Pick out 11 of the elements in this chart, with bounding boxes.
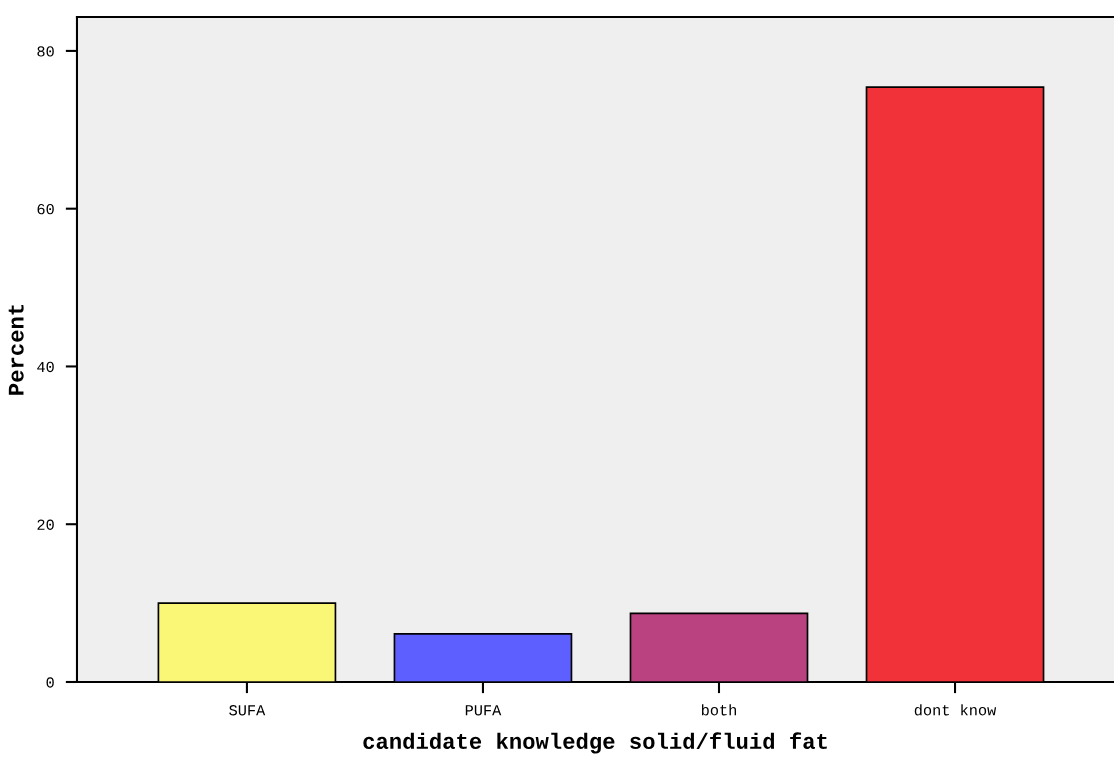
y-tick-label: 60 [37,204,54,215]
y-tick-label: 40 [37,361,54,373]
y-axis-title: Percent [8,304,24,395]
x-axis-title: candidate knowledge solid/fluid fat [363,732,827,754]
y-tick-label: 20 [37,519,54,530]
x-tick-label: both [701,704,736,716]
y-tick-label: 80 [37,46,54,57]
x-tick-label: SUFA [229,705,266,716]
x-tick-label: dont know [914,704,997,716]
y-tick-label: 0 [46,677,54,688]
x-tick-label: PUFA [465,705,502,716]
